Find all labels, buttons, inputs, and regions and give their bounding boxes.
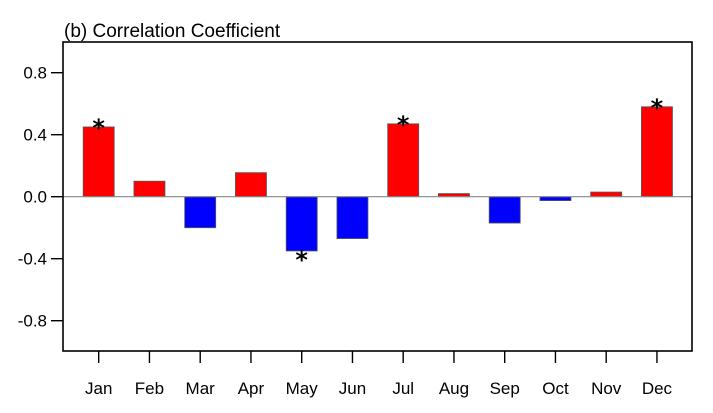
x-axis: Jan Feb Mar Apr May Jun Jul Aug Sep Oct Nov Dec xyxy=(85,351,673,398)
bar-feb xyxy=(133,180,166,198)
x-tick-label-jun: Jun xyxy=(339,379,366,398)
x-tick-label-apr: Apr xyxy=(238,379,265,398)
y-tick-label: 0.8 xyxy=(23,64,47,83)
bar-jul xyxy=(387,123,420,198)
y-tick-label: 0.0 xyxy=(23,188,47,207)
x-tick-label-may: May xyxy=(286,379,319,398)
bar-dec xyxy=(641,106,673,198)
significance-markers: * * * * xyxy=(92,94,663,274)
bar-apr xyxy=(235,172,267,198)
chart-title: (b) Correlation Coefficient xyxy=(64,21,281,42)
y-tick-label: 0.4 xyxy=(23,126,47,145)
bar-sep xyxy=(488,196,521,224)
x-tick-label-oct: Oct xyxy=(542,379,569,398)
bar-jun xyxy=(336,196,369,239)
significance-marker-dec: * xyxy=(651,94,664,122)
x-tick-label-aug: Aug xyxy=(439,379,469,398)
x-tick-label-mar: Mar xyxy=(186,379,216,398)
x-tick-label-dec: Dec xyxy=(642,379,673,398)
significance-marker-jul: * xyxy=(397,111,410,139)
bar-may xyxy=(285,196,318,252)
bar-nov xyxy=(590,191,623,198)
y-tick-label: -0.8 xyxy=(18,312,47,331)
x-tick-label-feb: Feb xyxy=(135,379,164,398)
x-tick-label-sep: Sep xyxy=(490,379,520,398)
bar-mar xyxy=(184,196,217,229)
bar-jan xyxy=(82,126,115,198)
significance-marker-may: * xyxy=(295,246,308,274)
y-tick-label: -0.4 xyxy=(18,250,47,269)
x-tick-label-jan: Jan xyxy=(85,379,112,398)
x-tick-label-nov: Nov xyxy=(591,379,622,398)
y-axis: 0.8 0.4 0.0 -0.4 -0.8 xyxy=(18,64,63,331)
bars-group xyxy=(82,106,673,252)
x-tick-label-jul: Jul xyxy=(392,379,414,398)
significance-marker-jan: * xyxy=(92,114,105,142)
